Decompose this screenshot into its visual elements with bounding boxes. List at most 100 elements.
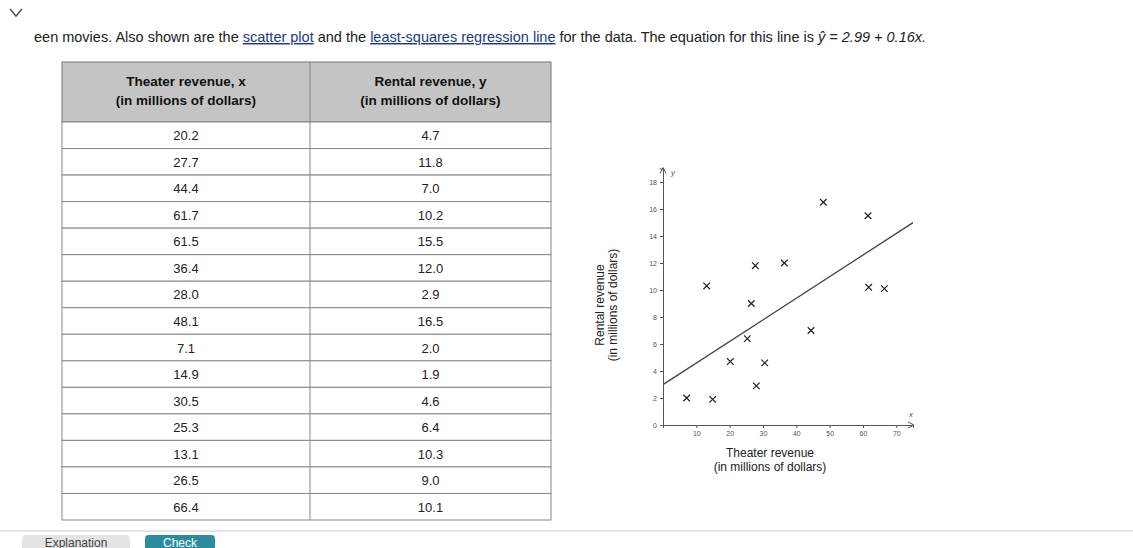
table-cell: 11.8 (418, 155, 442, 170)
y-tick-label: 12 (649, 260, 657, 267)
text-run: and the (314, 29, 370, 45)
data-point (748, 300, 755, 307)
table-cell: 13.1 (173, 447, 198, 462)
table-cell: 61.7 (173, 208, 198, 223)
x-tick: 50 (826, 425, 834, 437)
y-tick-mark (660, 317, 663, 318)
table-cell: 2.0 (421, 341, 439, 356)
button-label[interactable]: Explanation (45, 536, 108, 548)
data-point (727, 358, 734, 365)
table-row (62, 414, 551, 441)
table-row (62, 334, 551, 361)
table-cell: 9.0 (421, 473, 439, 488)
y-tick: 18 (649, 179, 663, 186)
y-tick-mark (660, 182, 663, 183)
table-row (62, 493, 551, 520)
table-cell: 2.9 (421, 287, 439, 302)
table-row (62, 281, 551, 308)
y-tick: 14 (649, 233, 663, 240)
column-header: Rental revenue, y (375, 74, 487, 89)
y-tick: 8 (653, 314, 663, 321)
x-tick-label: 20 (726, 430, 734, 437)
table-cell: 27.7 (173, 155, 198, 170)
table-row (62, 440, 551, 467)
x-tick-label: 70 (893, 430, 901, 437)
text-run: ŷ = 2.99 + 0.16x. (817, 29, 926, 45)
table-cell: 6.4 (421, 420, 439, 435)
y-tick: 6 (653, 341, 663, 348)
x-tick-label: 40 (793, 430, 801, 437)
table-cell: 12.0 (418, 261, 443, 276)
button[interactable] (22, 535, 130, 548)
plot-area (663, 199, 913, 403)
link[interactable]: scatter plot (243, 29, 314, 45)
table-cell: 61.5 (173, 234, 198, 249)
y-tick-label: 2 (653, 395, 657, 402)
table-row (62, 175, 551, 202)
x-tick-label: 10 (693, 430, 701, 437)
data-point (744, 335, 751, 342)
y-tick-label: 10 (649, 287, 657, 294)
table-cell: 1.9 (421, 367, 439, 382)
table-cell: 25.3 (173, 420, 198, 435)
table-cell: 26.5 (173, 473, 198, 488)
x-tick: 60 (860, 425, 868, 437)
y-tick-mark (660, 290, 663, 291)
x-tick-label: 60 (860, 430, 868, 437)
table-cell: 10.3 (418, 447, 443, 462)
collapse-icon (10, 9, 22, 16)
table-cell: 44.4 (173, 181, 198, 196)
table-cell: 36.4 (173, 261, 198, 276)
data-point (881, 285, 888, 292)
x-tick-mark (863, 425, 864, 428)
table-row (62, 228, 551, 255)
text-run: een movies. Also shown are the (34, 29, 243, 45)
y-tick-mark (660, 425, 663, 426)
y-tick-mark (660, 371, 663, 372)
x-axis-symbol: x (908, 410, 914, 419)
y-axis-title: Rental revenue (593, 264, 607, 346)
table-cell: 14.9 (173, 367, 198, 382)
scatter-chart: 10203040506070024681012141618xyTheater r… (593, 168, 914, 475)
x-tick-mark (896, 425, 897, 428)
instruction-text: een movies. Also shown are the scatter p… (34, 29, 926, 45)
y-tick-label: 4 (653, 368, 657, 375)
y-tick: 16 (649, 206, 663, 213)
table-cell: 20.2 (173, 128, 198, 143)
y-tick-label: 6 (653, 341, 657, 348)
y-axis-arrow (660, 168, 666, 174)
column-divider (310, 62, 311, 520)
x-axis-arrow (908, 422, 914, 428)
table-cell: 10.2 (418, 208, 443, 223)
table-row (62, 255, 551, 282)
table-cell: 7.1 (177, 341, 195, 356)
x-tick: 40 (793, 425, 801, 437)
y-tick: 12 (649, 260, 663, 267)
data-point (753, 383, 760, 390)
y-tick: 4 (653, 368, 663, 375)
table-cell: 48.1 (173, 314, 198, 329)
table-cell: 16.5 (418, 314, 443, 329)
x-axis-line (664, 426, 914, 429)
button-label[interactable]: Check (163, 536, 198, 548)
y-tick-label: 14 (649, 233, 657, 240)
y-tick-label: 18 (649, 179, 657, 186)
table-cell: 10.1 (418, 500, 443, 515)
separator (0, 531, 1133, 532)
table-cell: 66.4 (173, 500, 198, 515)
x-tick: 30 (760, 425, 768, 437)
button[interactable] (145, 535, 215, 548)
x-tick-mark (730, 425, 731, 428)
table-row (62, 387, 551, 414)
data-table: Theater revenue, x(in millions of dollar… (62, 62, 551, 520)
y-tick-label: 0 (653, 422, 657, 429)
y-tick: 2 (653, 395, 663, 402)
data-point (781, 260, 788, 267)
x-tick: 70 (893, 425, 901, 437)
data-point (865, 212, 872, 219)
y-tick-mark (660, 263, 663, 264)
table-cell: 28.0 (173, 287, 198, 302)
link[interactable]: least-squares regression line (370, 29, 555, 45)
data-point (820, 199, 827, 206)
data-point (761, 360, 768, 367)
